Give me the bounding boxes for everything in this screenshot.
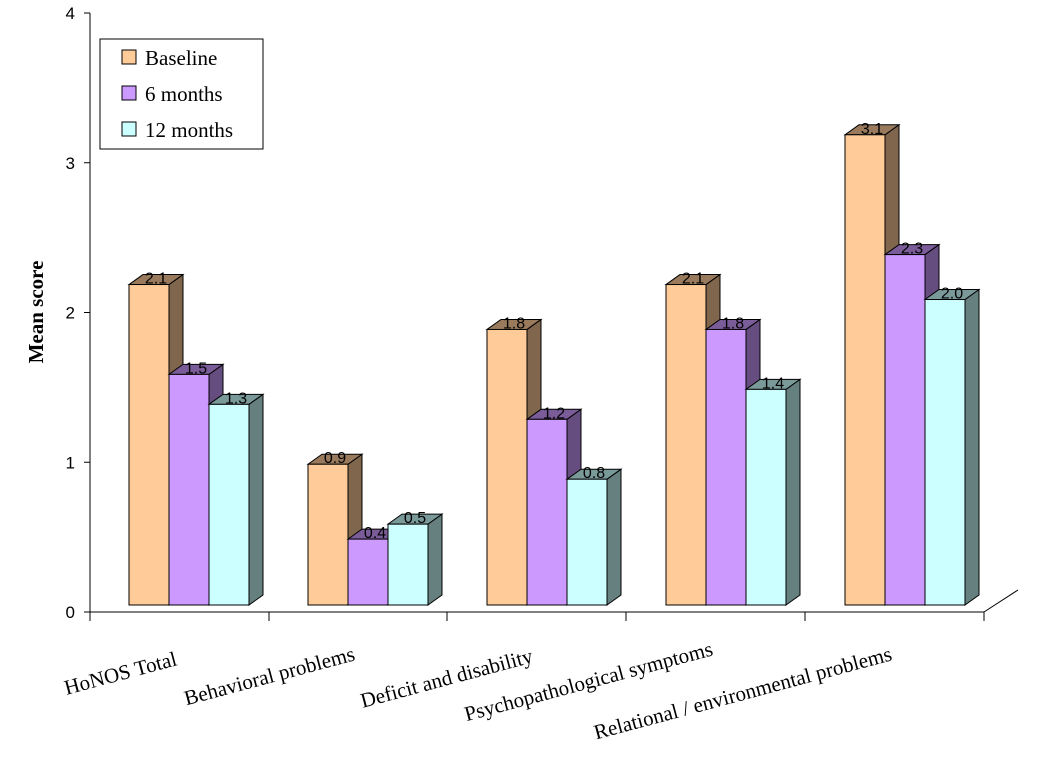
y-axis-title: Mean score: [24, 261, 48, 364]
data-label: 1.2: [543, 405, 565, 422]
bar: [924, 299, 966, 606]
legend-swatch: [121, 49, 137, 65]
data-label: 2.1: [145, 271, 167, 288]
legend-label: Baseline: [145, 46, 217, 70]
legend-swatch: [121, 85, 137, 101]
y-tick-label: 3: [66, 154, 75, 173]
data-label: 0.8: [583, 465, 605, 482]
bar: [347, 538, 389, 606]
category-label: HoNOS Total: [62, 647, 180, 700]
bar-side: [964, 288, 980, 606]
bar-side: [785, 378, 801, 606]
y-tick-label: 2: [66, 304, 75, 323]
bar: [745, 388, 787, 606]
floor-edge: [983, 589, 1019, 613]
data-label: 2.0: [941, 286, 963, 303]
bars: [127, 123, 981, 606]
data-label: 0.9: [324, 450, 346, 467]
bar: [705, 328, 747, 606]
data-label: 2.3: [901, 241, 923, 258]
bar-side: [248, 393, 264, 606]
data-label: 1.5: [185, 360, 207, 377]
bar: [208, 403, 250, 606]
bar: [526, 418, 568, 606]
bar: [486, 328, 528, 606]
bar: [168, 373, 210, 606]
y-tick-label: 1: [66, 453, 75, 472]
bar: [128, 284, 170, 606]
bar: [665, 284, 707, 606]
y-tick-label: 0: [66, 603, 75, 622]
data-label: 1.8: [722, 315, 744, 332]
data-label: 1.4: [762, 375, 784, 392]
bar-side: [606, 468, 622, 606]
bar: [566, 478, 608, 606]
data-label: 1.8: [503, 315, 525, 332]
data-label: 0.4: [364, 525, 386, 542]
data-label: 2.1: [682, 271, 704, 288]
legend: Baseline 6 months 12 months: [99, 38, 264, 150]
data-label: 0.5: [404, 510, 426, 527]
bar: [387, 523, 429, 606]
legend-label: 12 months: [145, 118, 233, 142]
legend-label: 6 months: [145, 82, 223, 106]
bar: [844, 134, 886, 606]
category-label: Behavioral problems: [182, 642, 358, 711]
data-label: 3.1: [861, 121, 883, 138]
bar-side: [427, 513, 443, 606]
y-tick-label: 4: [66, 4, 75, 23]
data-label: 1.3: [225, 390, 247, 407]
bar: [884, 254, 926, 606]
bar: [307, 463, 349, 606]
legend-swatch: [121, 121, 137, 137]
axes: 0 1 2 3 4: [66, 4, 1019, 622]
